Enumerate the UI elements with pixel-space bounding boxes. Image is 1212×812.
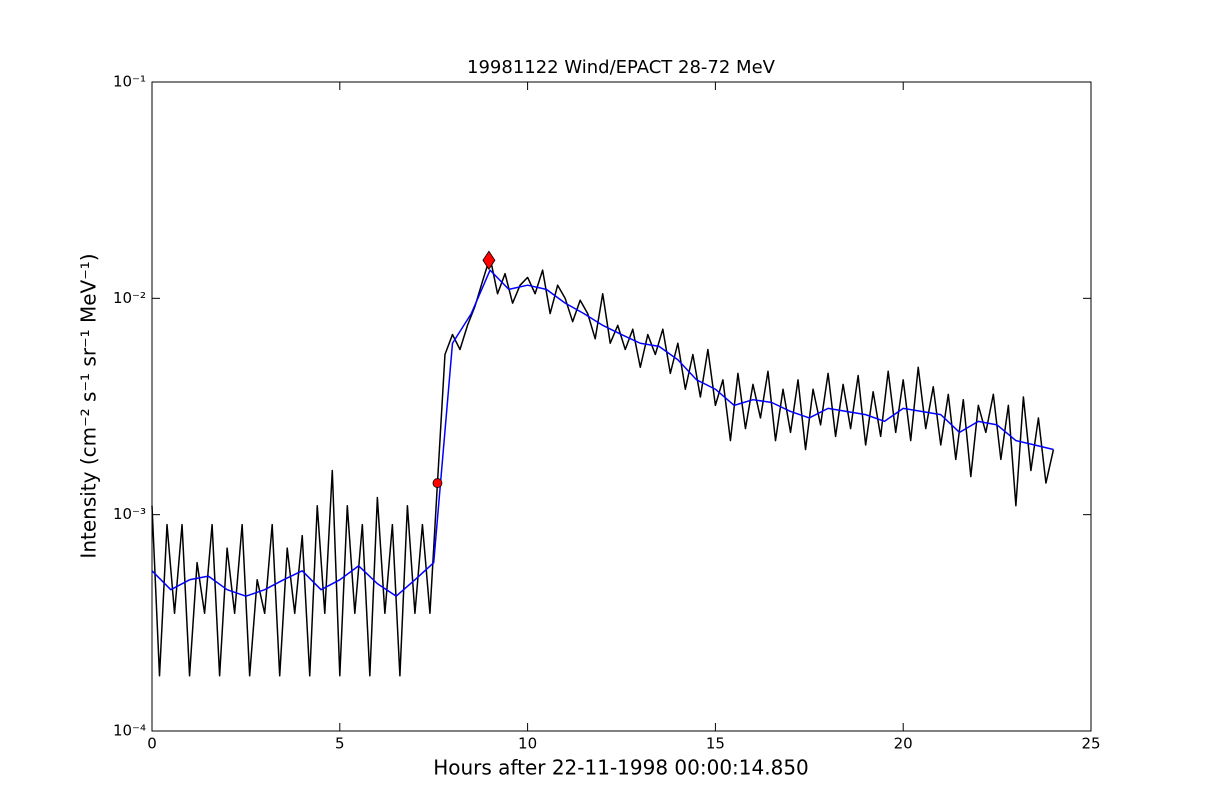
x-tick-label: 20 <box>894 735 913 753</box>
y-tick-label: 10⁻³ <box>113 505 146 523</box>
peak-marker <box>482 250 496 270</box>
x-tick-label: 15 <box>706 735 725 753</box>
x-tick-label: 25 <box>1081 735 1100 753</box>
x-tick-label: 5 <box>335 735 345 753</box>
onset-marker <box>432 478 443 488</box>
y-axis-label: Intensity (cm⁻² s⁻¹ sr⁻¹ MeV⁻¹) <box>77 253 101 558</box>
chart-title: 19981122 Wind/EPACT 28-72 MeV <box>467 57 776 78</box>
data-line <box>151 269 1054 597</box>
x-tick-label: 10 <box>518 735 537 753</box>
y-tick-label: 10⁻¹ <box>113 73 146 91</box>
y-tick-label: 10⁻⁴ <box>113 722 146 740</box>
y-tick-label: 10⁻² <box>113 289 146 307</box>
data-line <box>151 256 1055 677</box>
x-tick-label: 0 <box>147 735 157 753</box>
x-axis-label: Hours after 22-11-1998 00:00:14.850 <box>433 756 809 780</box>
plot-frame <box>151 81 1092 732</box>
